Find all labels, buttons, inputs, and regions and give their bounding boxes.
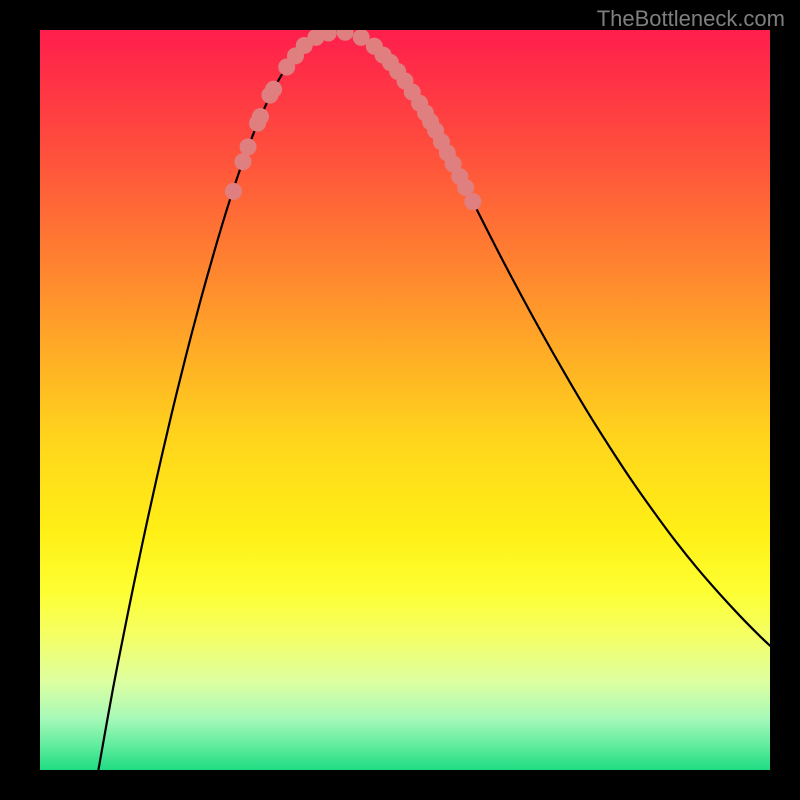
marker-dot [320,30,336,41]
plot-area [40,30,770,770]
plot-svg [40,30,770,770]
marker-dot [240,139,256,155]
marker-dot [465,194,481,210]
marker-dot [252,109,268,125]
gradient-background [40,30,770,770]
chart-stage: TheBottleneck.com [0,0,800,800]
marker-dot [458,180,474,196]
marker-dot [266,81,282,97]
marker-dot [225,183,241,199]
watermark-text: TheBottleneck.com [597,6,785,32]
marker-dot [235,154,251,170]
